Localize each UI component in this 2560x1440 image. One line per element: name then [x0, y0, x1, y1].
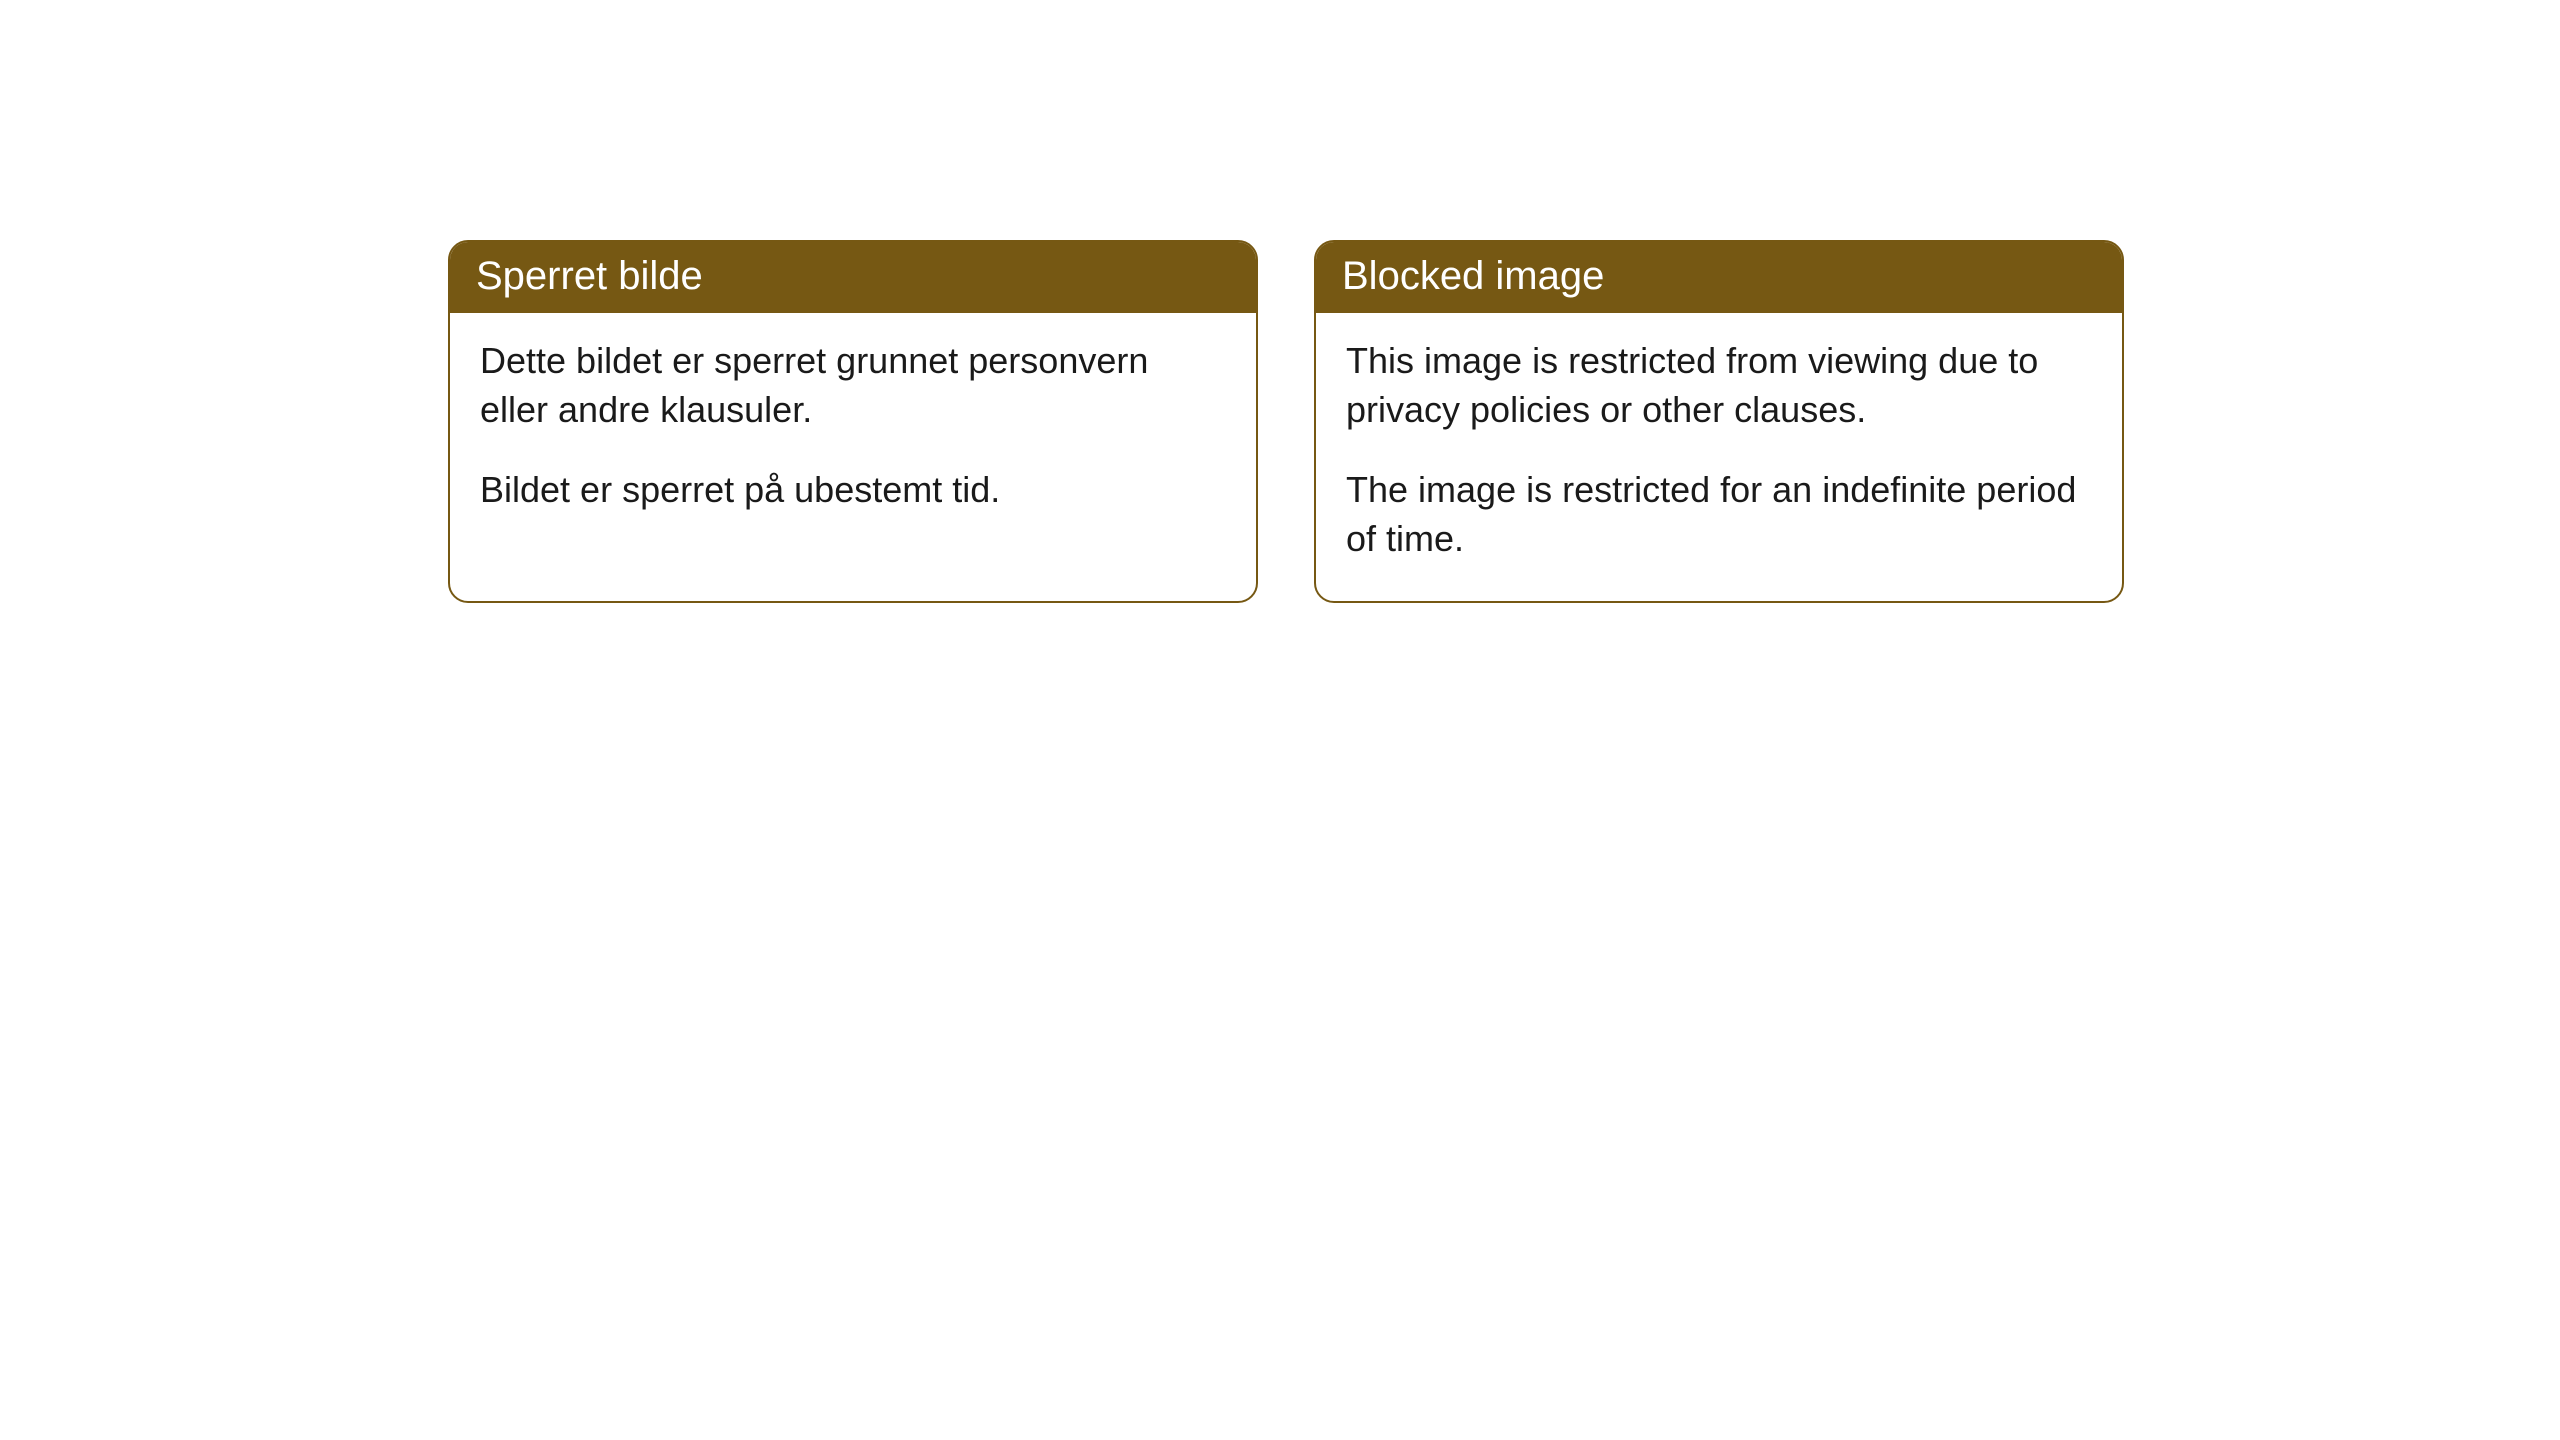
card-title: Sperret bilde [476, 254, 703, 298]
card-body: Dette bildet er sperret grunnet personve… [450, 313, 1256, 553]
card-paragraph-2: Bildet er sperret på ubestemt tid. [480, 466, 1226, 515]
card-header: Blocked image [1316, 242, 2122, 313]
blocked-image-card-english: Blocked image This image is restricted f… [1314, 240, 2124, 603]
card-paragraph-2: The image is restricted for an indefinit… [1346, 466, 2092, 563]
card-paragraph-1: This image is restricted from viewing du… [1346, 337, 2092, 434]
card-header: Sperret bilde [450, 242, 1256, 313]
notice-cards-container: Sperret bilde Dette bildet er sperret gr… [448, 240, 2124, 603]
blocked-image-card-norwegian: Sperret bilde Dette bildet er sperret gr… [448, 240, 1258, 603]
card-body: This image is restricted from viewing du… [1316, 313, 2122, 601]
card-paragraph-1: Dette bildet er sperret grunnet personve… [480, 337, 1226, 434]
card-title: Blocked image [1342, 254, 1604, 298]
